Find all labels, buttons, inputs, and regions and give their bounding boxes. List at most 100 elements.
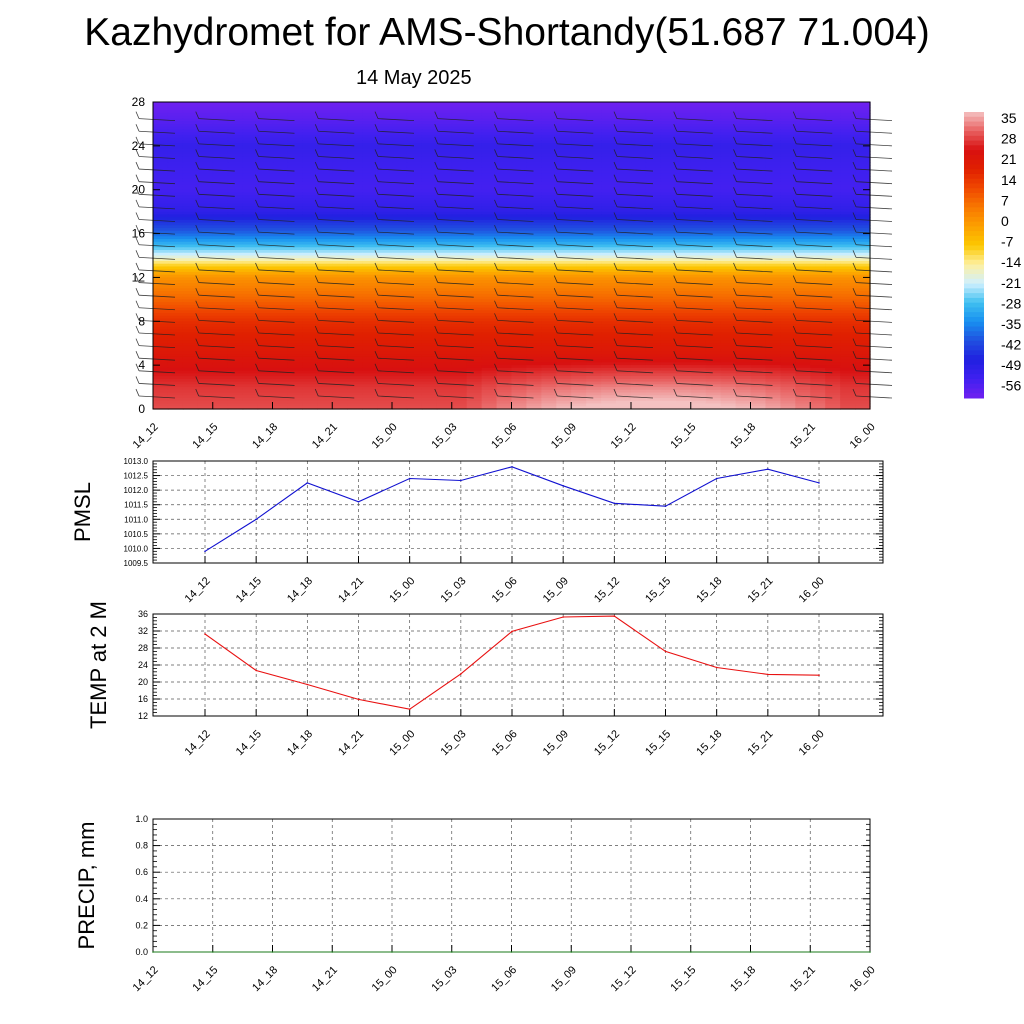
heatmap-cell (571, 345, 587, 350)
heatmap-cell (496, 239, 513, 243)
heatmap-cell (571, 351, 587, 355)
heatmap-cell (377, 107, 393, 111)
heatmap-cell (840, 107, 856, 111)
heatmap-cell (153, 126, 169, 131)
heatmap-cell (780, 126, 796, 131)
heatmap-cell (153, 365, 169, 369)
heatmap-cell (825, 296, 841, 300)
heatmap-cell (332, 219, 348, 224)
heatmap-cell (197, 186, 214, 191)
heatmap-cell (511, 162, 528, 166)
heatmap-cell (392, 277, 408, 281)
heatmap-cell (421, 351, 438, 355)
heatmap-cell (451, 277, 468, 281)
heatmap-cell (392, 378, 408, 383)
heatmap-cell (481, 299, 498, 303)
heatmap-cell (317, 176, 333, 180)
heatmap-cell (780, 329, 796, 333)
heatmap-cell (690, 362, 707, 366)
heatmap-cell (780, 378, 796, 383)
heatmap-cell (795, 359, 811, 363)
heatmap-cell (392, 310, 408, 314)
heatmap-cell (287, 299, 303, 303)
heatmap-cell (705, 217, 722, 221)
heatmap-cell (227, 181, 244, 185)
heatmap-cell (436, 280, 453, 284)
heatmap-cell (287, 285, 303, 289)
heatmap-cell (750, 176, 767, 180)
heatmap-cell (347, 121, 363, 125)
heatmap-cell (765, 269, 781, 273)
heatmap-cell (436, 291, 453, 295)
heatmap-cell (212, 189, 229, 194)
heatmap-cell (631, 247, 647, 251)
heatmap-cell (406, 170, 423, 174)
heatmap-cell (795, 340, 811, 344)
heatmap-cell (257, 351, 274, 355)
heatmap-cell (601, 302, 617, 306)
heatmap-cell (451, 225, 468, 229)
heatmap-cell (750, 356, 767, 361)
heatmap-cell (511, 236, 528, 240)
heatmap-cell (720, 266, 737, 270)
heatmap-cell (556, 299, 572, 303)
heatmap-cell (705, 200, 722, 205)
heatmap-cell (332, 337, 348, 342)
heatmap-cell (556, 302, 572, 306)
heatmap-cell (675, 247, 692, 251)
heatmap-cell (586, 348, 602, 353)
heatmap-cell (735, 334, 752, 339)
heatmap-cell (197, 247, 214, 251)
heatmap-cell (227, 140, 244, 144)
heatmap-cell (586, 176, 602, 180)
heatmap-cell (616, 269, 632, 273)
heatmap-cell (556, 143, 572, 147)
heatmap-cell (795, 225, 811, 229)
heatmap-cell (257, 134, 274, 139)
heatmap-cell (511, 107, 528, 111)
heatmap-cell (227, 359, 244, 363)
heatmap-cell (302, 384, 318, 388)
heatmap-cell (436, 132, 453, 136)
heatmap-cell (242, 126, 259, 131)
heatmap-cell (451, 288, 468, 292)
heatmap-cell (765, 282, 781, 287)
heatmap-cell (840, 121, 856, 125)
heatmap-cell (362, 178, 378, 183)
heatmap-cell (780, 252, 796, 257)
heatmap-cell (167, 343, 184, 347)
heatmap-cell (347, 310, 363, 314)
heatmap-cell (182, 250, 199, 254)
heatmap-cell (840, 140, 856, 144)
heatmap-cell (616, 367, 632, 372)
heatmap-cell (810, 310, 826, 314)
heatmap-cell (377, 318, 393, 322)
heatmap-cell (153, 318, 169, 322)
heatmap-cell (167, 181, 184, 185)
heatmap-cell (840, 197, 856, 202)
heatmap-cell (272, 288, 289, 292)
heatmap-cell (795, 206, 811, 210)
heatmap-cell (511, 285, 528, 289)
heatmap-cell (526, 154, 542, 158)
heatmap-cell (705, 362, 722, 366)
heatmap-cell (212, 233, 229, 237)
heatmap-cell (825, 104, 841, 109)
heatmap-cell (690, 192, 707, 196)
heatmap-cell (392, 345, 408, 350)
heatmap-cell (616, 186, 632, 191)
heatmap-cell (690, 326, 707, 331)
heatmap-cell (765, 137, 781, 141)
heatmap-cell (227, 274, 244, 279)
heatmap-cell (660, 151, 677, 155)
heatmap-cell (347, 260, 363, 265)
heatmap-cell (197, 225, 214, 229)
heatmap-cell (631, 291, 647, 295)
heatmap-cell (392, 365, 408, 369)
heatmap-cell (496, 115, 513, 120)
heatmap-cell (616, 102, 632, 106)
heatmap-cell (332, 277, 348, 281)
heatmap-cell (720, 118, 737, 122)
heatmap-cell (526, 178, 542, 183)
heatmap-cell (556, 195, 572, 199)
